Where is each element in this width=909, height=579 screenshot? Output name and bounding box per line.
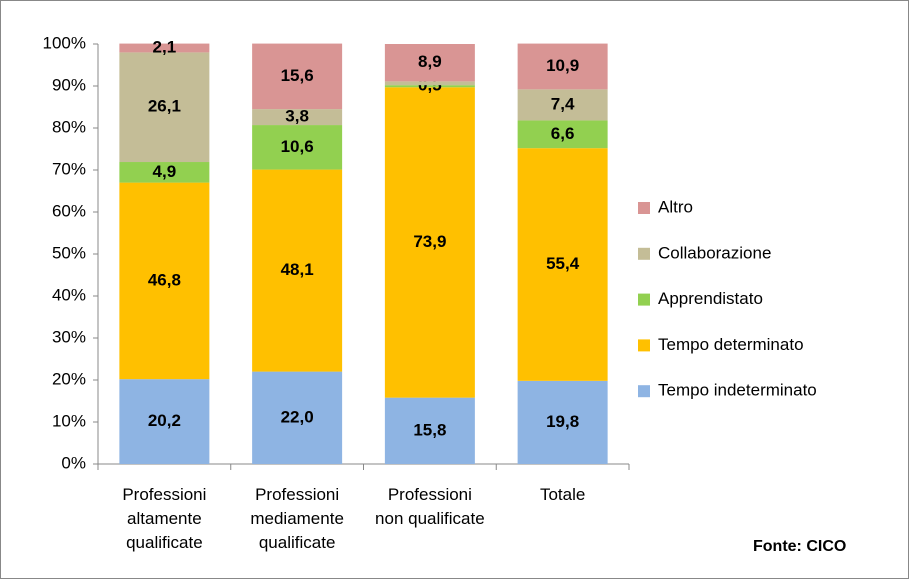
legend-label: Altro [658, 197, 693, 216]
y-tick-label: 60% [52, 201, 86, 220]
y-tick-label: 30% [52, 327, 86, 346]
x-tick-label: Totale [539, 485, 586, 504]
data-label: 10,9 [546, 56, 579, 75]
legend-swatch [638, 339, 650, 352]
bar-segment [119, 52, 210, 163]
data-label: 7,4 [551, 94, 575, 113]
bar-segment [119, 182, 210, 380]
legend-label: Collaborazione [658, 243, 771, 262]
bar-segment [252, 43, 343, 110]
annotation: Fonte: CICO [753, 538, 847, 555]
data-label: 73,9 [413, 232, 446, 251]
data-label: 3,8 [285, 107, 309, 126]
data-label: 48,1 [281, 260, 314, 279]
data-label: 26,1 [148, 97, 181, 116]
bar-segment [517, 43, 608, 90]
data-label: 15,6 [281, 66, 314, 85]
x-tick-label: Professioni non qualificate [375, 485, 485, 528]
bar-segment [517, 89, 608, 121]
bar-segment [517, 148, 608, 381]
y-tick-label: 80% [52, 117, 86, 136]
bar-segment [252, 109, 343, 126]
y-tick-label: 50% [52, 243, 86, 262]
data-label: 6,6 [551, 124, 575, 143]
y-tick-label: 20% [52, 369, 86, 388]
legend-label: Tempo indeterminato [658, 381, 817, 400]
data-label: 55,4 [546, 254, 580, 273]
bar-segment [384, 85, 475, 88]
bar-segment [384, 44, 475, 82]
legend-label: Tempo determinato [658, 335, 804, 354]
bar-segment [252, 371, 343, 464]
y-tick-label: 0% [61, 453, 86, 472]
bar-segment [384, 81, 475, 86]
data-label: 15,8 [413, 420, 446, 439]
bar-segment [252, 169, 343, 372]
bar-segment [384, 397, 475, 464]
bar-segment [517, 380, 608, 464]
bar-segment [119, 43, 210, 53]
bar-segment [119, 379, 210, 464]
legend-label: Apprendistato [658, 289, 763, 308]
data-label: 10,6 [281, 137, 314, 156]
x-tick-label: Professioni altamente qualificate [122, 485, 207, 552]
data-label: 19,8 [546, 412, 579, 431]
bar-segment [384, 87, 475, 398]
legend-swatch [638, 202, 650, 214]
y-tick-label: 90% [52, 75, 86, 94]
y-tick-label: 40% [52, 285, 86, 304]
data-label: 8,9 [418, 52, 442, 71]
y-tick-label: 70% [52, 159, 86, 178]
y-tick-label: 10% [52, 411, 86, 430]
legend-swatch [638, 293, 650, 306]
y-tick-label: 100% [43, 33, 86, 52]
x-tick-label: Professioni mediamente qualificate [250, 485, 344, 552]
data-label: 4,9 [153, 162, 177, 181]
data-label: 46,8 [148, 270, 181, 289]
bar-segment [252, 125, 343, 170]
legend-swatch [638, 385, 650, 398]
bar-segment [119, 162, 210, 183]
data-label: 20,2 [148, 411, 181, 430]
bar-segment [517, 120, 608, 149]
legend-swatch [638, 247, 650, 260]
data-label: 2,1 [153, 37, 177, 56]
data-label: 22,0 [281, 407, 314, 426]
